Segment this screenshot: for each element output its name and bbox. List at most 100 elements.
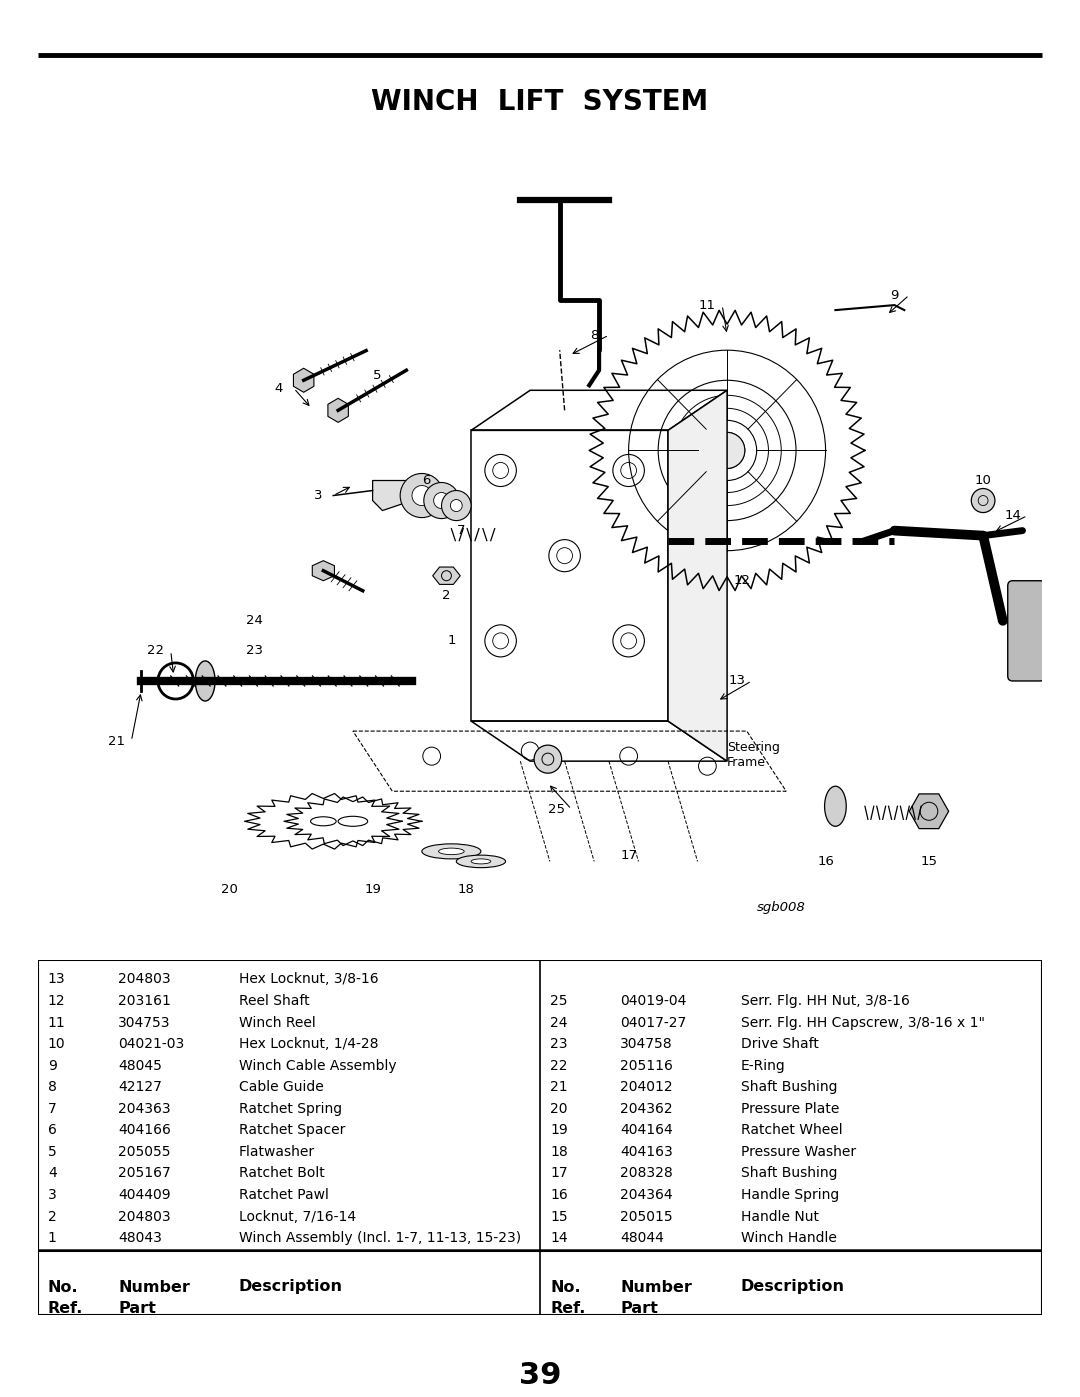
- Text: Locknut, 7/16-14: Locknut, 7/16-14: [239, 1210, 355, 1224]
- Circle shape: [535, 745, 562, 773]
- Text: 404163: 404163: [620, 1146, 673, 1160]
- Text: Cable Guide: Cable Guide: [239, 1080, 323, 1094]
- Text: 14: 14: [1004, 509, 1021, 522]
- Text: Hex Locknut, 1/4-28: Hex Locknut, 1/4-28: [239, 1037, 378, 1051]
- Text: 04021-03: 04021-03: [118, 1037, 185, 1051]
- Text: Handle Nut: Handle Nut: [741, 1210, 819, 1224]
- Text: Hex Locknut, 3/8-16: Hex Locknut, 3/8-16: [239, 972, 378, 986]
- Circle shape: [710, 433, 745, 468]
- Text: 3: 3: [48, 1187, 56, 1201]
- Polygon shape: [433, 567, 460, 584]
- Text: 5: 5: [48, 1146, 56, 1160]
- Text: 18: 18: [458, 883, 474, 895]
- Polygon shape: [373, 481, 411, 510]
- Text: 16: 16: [550, 1187, 568, 1201]
- Text: 20: 20: [550, 1102, 568, 1116]
- Polygon shape: [312, 560, 335, 581]
- Text: 18: 18: [550, 1146, 568, 1160]
- Text: 23: 23: [550, 1037, 568, 1051]
- Text: 16: 16: [818, 855, 834, 868]
- Text: Number: Number: [620, 1280, 692, 1295]
- Text: 21: 21: [108, 735, 125, 747]
- Text: 204803: 204803: [118, 972, 171, 986]
- Text: Number: Number: [118, 1280, 190, 1295]
- Text: Ratchet Spacer: Ratchet Spacer: [239, 1123, 345, 1137]
- Text: 17: 17: [620, 849, 637, 862]
- Text: 204363: 204363: [118, 1102, 171, 1116]
- Text: 04017-27: 04017-27: [620, 1016, 687, 1030]
- Text: Shaft Bushing: Shaft Bushing: [741, 1166, 837, 1180]
- Text: 13: 13: [728, 675, 745, 687]
- Text: 6: 6: [422, 474, 431, 488]
- Text: 404409: 404409: [118, 1187, 171, 1201]
- Text: 3: 3: [314, 489, 323, 502]
- Text: Part: Part: [620, 1301, 658, 1316]
- Circle shape: [450, 500, 462, 511]
- Text: 1: 1: [48, 1231, 57, 1245]
- Ellipse shape: [471, 859, 490, 863]
- Text: Winch Handle: Winch Handle: [741, 1231, 837, 1245]
- Text: 04019-04: 04019-04: [620, 995, 687, 1009]
- Text: Winch Assembly (Incl. 1-7, 11-13, 15-23): Winch Assembly (Incl. 1-7, 11-13, 15-23): [239, 1231, 521, 1245]
- Text: 7: 7: [48, 1102, 56, 1116]
- Ellipse shape: [438, 848, 464, 855]
- Text: 17: 17: [550, 1166, 568, 1180]
- Text: 8: 8: [48, 1080, 57, 1094]
- Polygon shape: [294, 369, 314, 393]
- Text: 42127: 42127: [118, 1080, 162, 1094]
- Text: 404164: 404164: [620, 1123, 673, 1137]
- Text: 204362: 204362: [620, 1102, 673, 1116]
- Text: 23: 23: [246, 644, 262, 658]
- Text: 4: 4: [48, 1166, 56, 1180]
- Text: 12: 12: [48, 995, 66, 1009]
- Text: Steering
Frame: Steering Frame: [727, 742, 780, 770]
- Text: E-Ring: E-Ring: [741, 1059, 785, 1073]
- Ellipse shape: [457, 855, 505, 868]
- Text: 48044: 48044: [620, 1231, 664, 1245]
- Text: 13: 13: [48, 972, 66, 986]
- Circle shape: [434, 493, 449, 509]
- Text: 22: 22: [550, 1059, 568, 1073]
- FancyBboxPatch shape: [1008, 581, 1045, 680]
- Text: 25: 25: [550, 995, 568, 1009]
- Text: 39: 39: [518, 1361, 562, 1390]
- Circle shape: [411, 486, 432, 506]
- Text: 11: 11: [48, 1016, 66, 1030]
- Text: 205116: 205116: [620, 1059, 673, 1073]
- Text: Flatwasher: Flatwasher: [239, 1146, 314, 1160]
- Text: 6: 6: [48, 1123, 57, 1137]
- Text: 204803: 204803: [118, 1210, 171, 1224]
- Polygon shape: [328, 398, 349, 422]
- Text: Ref.: Ref.: [550, 1301, 585, 1316]
- Text: 10: 10: [974, 474, 991, 488]
- Text: 2: 2: [442, 590, 450, 602]
- Text: Part: Part: [118, 1301, 156, 1316]
- Text: 24: 24: [550, 1016, 568, 1030]
- Text: 9: 9: [48, 1059, 57, 1073]
- Text: Description: Description: [741, 1280, 845, 1295]
- Text: Ref.: Ref.: [48, 1301, 83, 1316]
- Text: Winch Reel: Winch Reel: [239, 1016, 315, 1030]
- Text: 14: 14: [550, 1231, 568, 1245]
- Text: 204364: 204364: [620, 1187, 673, 1201]
- Text: Reel Shaft: Reel Shaft: [239, 995, 309, 1009]
- Circle shape: [971, 489, 995, 513]
- Text: 404166: 404166: [118, 1123, 171, 1137]
- Text: 19: 19: [550, 1123, 568, 1137]
- Text: 48045: 48045: [118, 1059, 162, 1073]
- Text: Description: Description: [239, 1280, 342, 1295]
- Text: 15: 15: [920, 855, 937, 868]
- Text: 10: 10: [48, 1037, 66, 1051]
- Text: 25: 25: [549, 803, 565, 816]
- Text: 48043: 48043: [118, 1231, 162, 1245]
- Ellipse shape: [195, 661, 215, 701]
- Text: Winch Cable Assembly: Winch Cable Assembly: [239, 1059, 396, 1073]
- Text: Ratchet Pawl: Ratchet Pawl: [239, 1187, 328, 1201]
- Text: 7: 7: [457, 524, 465, 536]
- Text: 2: 2: [48, 1210, 56, 1224]
- Bar: [471, 430, 669, 721]
- Text: 205015: 205015: [620, 1210, 673, 1224]
- Text: Handle Spring: Handle Spring: [741, 1187, 839, 1201]
- Text: Ratchet Bolt: Ratchet Bolt: [239, 1166, 324, 1180]
- Text: 24: 24: [246, 615, 262, 627]
